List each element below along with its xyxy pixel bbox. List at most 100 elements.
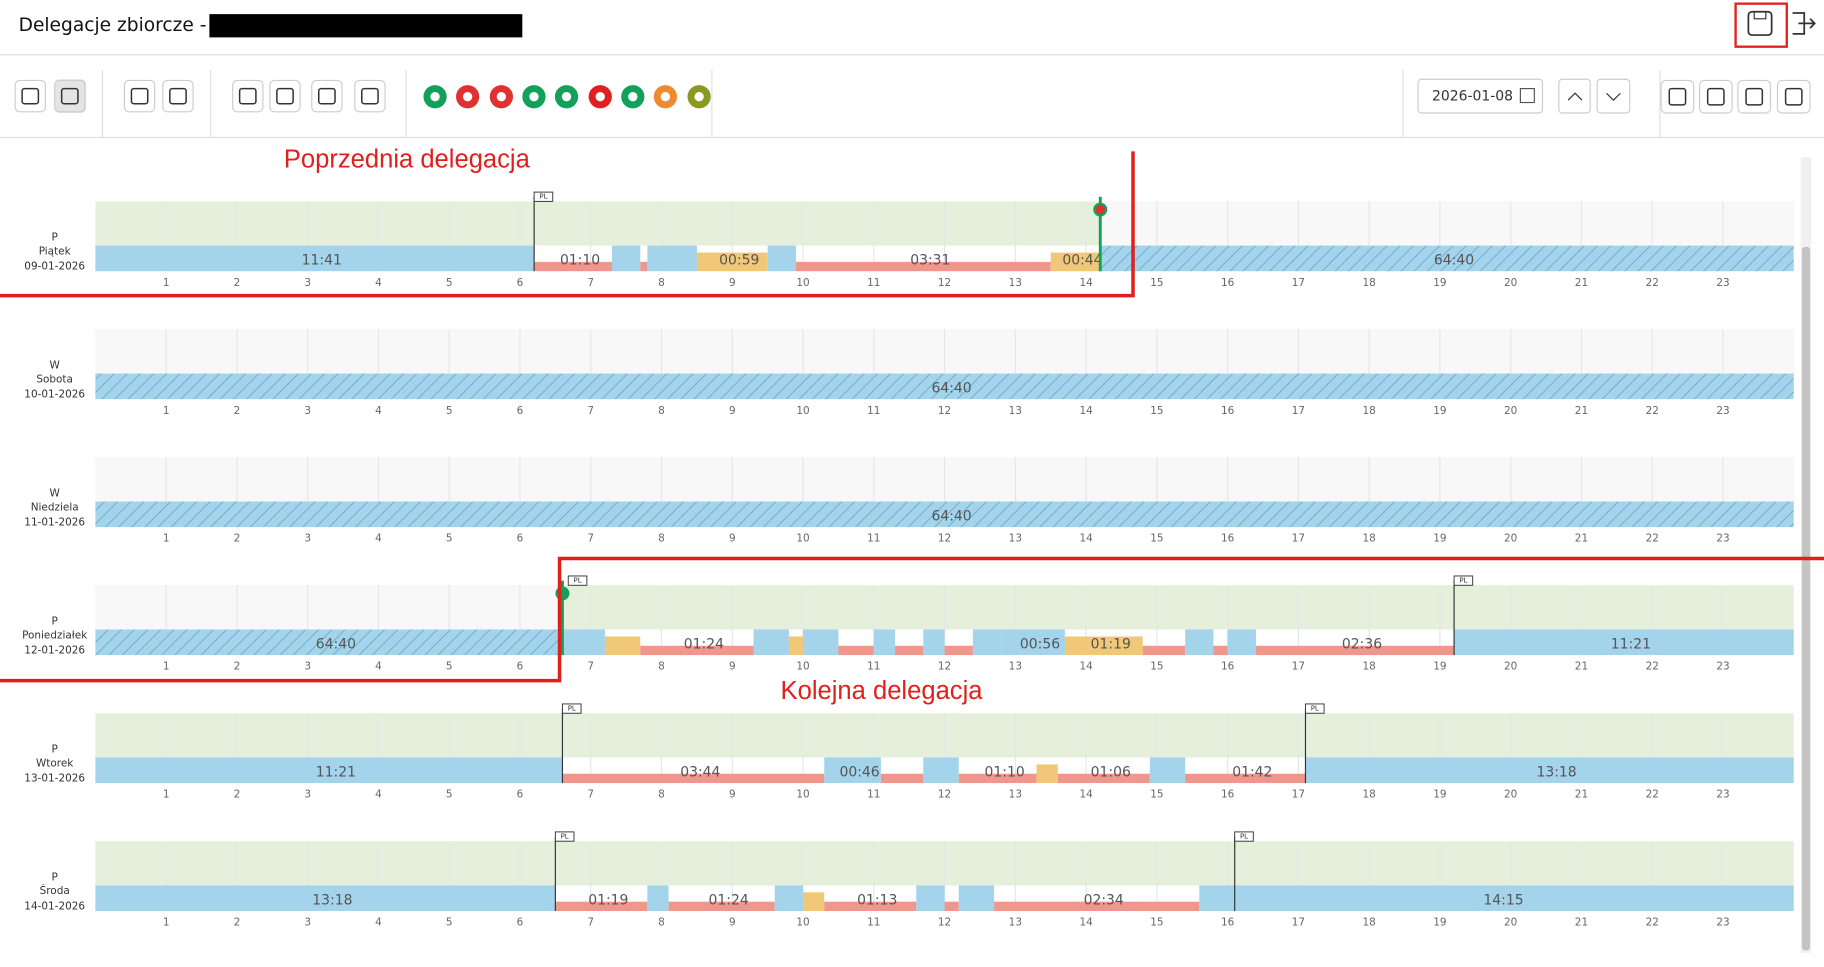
tool-icon	[238, 87, 257, 105]
flag-box	[1305, 703, 1325, 714]
tool-button[interactable]	[232, 79, 264, 113]
hour-label: 10	[796, 277, 809, 289]
hour-label: 4	[375, 917, 382, 929]
segment-work	[1050, 252, 1101, 272]
hour-label: 6	[517, 533, 524, 545]
segment-rest	[873, 629, 896, 656]
hour-label: 7	[587, 533, 594, 545]
tool-button[interactable]	[1776, 79, 1811, 114]
date-value: 2026-01-08	[1432, 89, 1513, 105]
segment-weekly	[95, 629, 563, 656]
hour-label: 12	[938, 277, 951, 289]
hour-label: 4	[375, 789, 382, 801]
tool-button[interactable]	[1698, 79, 1733, 114]
hour-label: 2	[234, 661, 241, 673]
segment-drive	[668, 901, 775, 911]
hour-label: 4	[375, 533, 382, 545]
status-icon	[529, 92, 539, 102]
segment-label: 64:40	[931, 381, 971, 397]
tool-button[interactable]	[1660, 79, 1695, 114]
hour-label: 22	[1646, 533, 1659, 545]
flag-label: PL	[574, 577, 582, 585]
hour-label: 4	[375, 405, 382, 417]
tool-icon	[1668, 87, 1687, 106]
tool-button[interactable]	[123, 79, 156, 113]
hour-label: 13	[1009, 277, 1022, 289]
flag-box	[533, 191, 554, 202]
day-type: P	[52, 615, 58, 627]
day-date: 10-01-2026	[24, 389, 85, 401]
prev-button[interactable]	[1558, 78, 1591, 114]
day-row: 1 2 3 4 5 6 7 8 9 10 11 12 13 14 15 16 17 18 19 20 21 22 2311:…	[24, 191, 1794, 289]
tool-button[interactable]	[354, 79, 386, 113]
day-row: 1 2 3 4 5 6 7 8 9 10 11 12 13 14 15 16 17 18 19 20 21 22 2364:…	[24, 329, 1794, 417]
hour-label: 3	[304, 533, 311, 545]
flag-label: PL	[539, 193, 547, 201]
day-date: 14-01-2026	[24, 900, 85, 912]
hour-label: 4	[375, 277, 382, 289]
status-icon	[561, 92, 572, 102]
hour-label: 22	[1646, 277, 1659, 289]
flag-box	[567, 575, 588, 586]
hour-label: 7	[587, 277, 594, 289]
tool-button[interactable]	[14, 79, 46, 113]
hour-label: 7	[587, 789, 594, 801]
hour-label: 18	[1363, 533, 1376, 545]
hour-label: 1	[163, 405, 170, 417]
hour-label: 9	[729, 533, 736, 545]
segment-drive	[640, 645, 754, 656]
segment-rest	[1149, 757, 1186, 784]
hour-label: 19	[1433, 789, 1446, 801]
save-button[interactable]	[1747, 10, 1773, 36]
hour-label: 8	[658, 405, 665, 417]
day-date: 13-01-2026	[24, 772, 85, 784]
hour-label: 8	[658, 661, 665, 673]
hour-label: 15	[1150, 917, 1163, 929]
next-button[interactable]	[1596, 78, 1631, 114]
hour-label: 15	[1150, 661, 1163, 673]
tool-icon	[1745, 87, 1764, 106]
hour-label: 18	[1363, 405, 1376, 417]
segment-drive	[838, 645, 874, 656]
tool-icon	[21, 87, 40, 105]
annotation: Poprzednia delegacja	[284, 145, 531, 173]
segment-label: 02:36	[1342, 637, 1382, 653]
hour-label: 9	[729, 277, 736, 289]
scrollbar-thumb[interactable]	[1801, 246, 1811, 951]
segment-weekly	[1100, 245, 1794, 272]
hour-label: 20	[1504, 789, 1517, 801]
tool-button[interactable]	[162, 79, 194, 113]
hour-label: 16	[1221, 405, 1234, 417]
redaction	[209, 14, 523, 38]
hour-label: 22	[1646, 661, 1659, 673]
segment-drive	[795, 261, 1051, 272]
hour-label: 6	[517, 277, 524, 289]
segment-drive	[640, 261, 648, 272]
hour-label: 13	[1009, 405, 1022, 417]
day-name: Poniedziałek	[22, 629, 88, 641]
hour-label: 5	[446, 917, 453, 929]
date-input[interactable]	[1417, 78, 1544, 114]
day-date: 11-01-2026	[24, 516, 85, 528]
hour-label: 2	[234, 917, 241, 929]
segment-rest	[95, 245, 535, 272]
segment-drive	[1255, 645, 1455, 656]
hour-label: 11	[867, 917, 880, 929]
segment-rest	[958, 885, 995, 911]
tool-button[interactable]	[311, 79, 343, 113]
logout-button[interactable]	[1792, 12, 1816, 35]
segment-work	[803, 892, 825, 911]
segment-work	[1064, 636, 1143, 656]
hour-label: 11	[867, 533, 880, 545]
hour-label: 3	[304, 917, 311, 929]
hour-label: 8	[658, 533, 665, 545]
tool-button[interactable]	[54, 79, 86, 113]
hour-label: 15	[1150, 533, 1163, 545]
hour-label: 5	[446, 405, 453, 417]
segment-label: 00:59	[719, 253, 759, 269]
flag-label: PL	[1459, 577, 1467, 585]
hour-label: 1	[163, 917, 170, 929]
tool-button[interactable]	[269, 79, 301, 113]
tool-button[interactable]	[1737, 79, 1772, 114]
hour-label: 5	[446, 661, 453, 673]
